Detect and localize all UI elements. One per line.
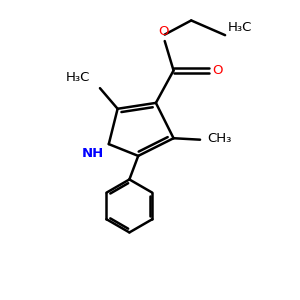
Text: NH: NH bbox=[82, 147, 104, 160]
Text: O: O bbox=[158, 25, 169, 38]
Text: O: O bbox=[212, 64, 222, 77]
Text: H₃C: H₃C bbox=[65, 71, 90, 84]
Text: H₃C: H₃C bbox=[228, 21, 252, 34]
Text: CH₃: CH₃ bbox=[207, 132, 232, 145]
